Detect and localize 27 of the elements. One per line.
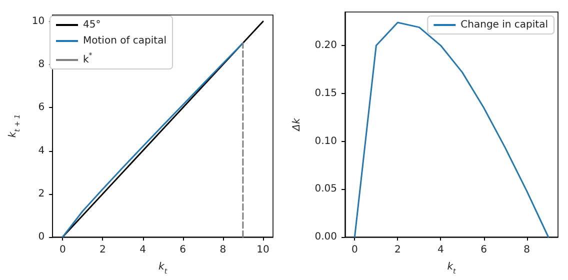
y-tick-label: 2 — [38, 188, 45, 200]
y-tick-label: 6 — [38, 102, 45, 114]
x-tick-label: 4 — [438, 244, 444, 256]
y-tick-label: 8 — [38, 59, 45, 70]
x-tick-label: 8 — [220, 244, 226, 256]
x-tick-label: 10 — [256, 244, 270, 256]
y-tick-label: 0 — [38, 232, 45, 242]
x-tick-label: 0 — [59, 244, 66, 256]
y-tick-label: 0.00 — [314, 232, 337, 242]
x-tick-label: 8 — [524, 244, 530, 256]
y-tick-label: 0.10 — [314, 136, 337, 147]
y-tick-label: 0.20 — [314, 40, 337, 52]
y-tick-label: 10 — [32, 16, 45, 27]
x-tick-label: 2 — [100, 244, 106, 256]
line-series — [354, 22, 550, 238]
legend-label: 45° — [83, 20, 101, 30]
x-tick-label: 6 — [180, 244, 186, 256]
y-tick-label: 0.05 — [314, 184, 337, 195]
x-tick-label: 2 — [394, 244, 401, 256]
y-axis-title: Δk — [292, 116, 302, 132]
x-tick-label: 4 — [140, 244, 146, 256]
x-tick-label: 0 — [351, 244, 358, 256]
legend-label: Motion of capital — [83, 36, 166, 46]
y-tick-label: 4 — [38, 145, 45, 156]
x-tick-label: 6 — [480, 244, 487, 256]
y-tick-label: 0.15 — [314, 88, 337, 99]
legend-label: Change in capital — [460, 20, 548, 30]
